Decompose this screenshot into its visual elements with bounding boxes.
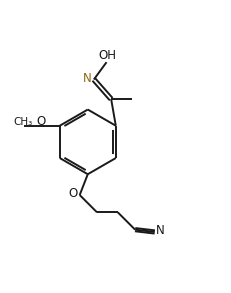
- Text: OH: OH: [99, 49, 117, 62]
- Text: CH₃: CH₃: [13, 117, 32, 127]
- Text: O: O: [36, 115, 46, 128]
- Text: N: N: [155, 224, 164, 237]
- Text: N: N: [82, 72, 91, 85]
- Text: O: O: [69, 187, 78, 200]
